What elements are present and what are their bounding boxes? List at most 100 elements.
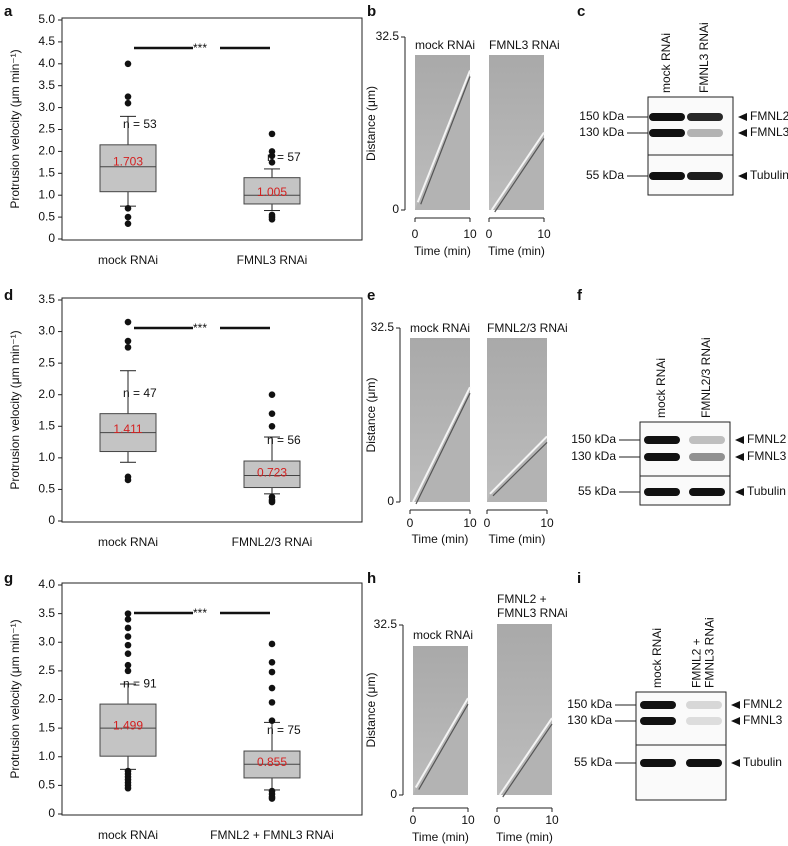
y-tick-label: 0.5 bbox=[38, 209, 55, 223]
box bbox=[243, 177, 301, 205]
protrusion-edge bbox=[498, 717, 553, 796]
band bbox=[649, 129, 685, 137]
band bbox=[640, 717, 676, 725]
band-arrow bbox=[731, 701, 740, 709]
protrusion-region bbox=[497, 718, 552, 795]
outlier bbox=[268, 391, 276, 399]
significance-label: *** bbox=[193, 41, 207, 55]
band-label: FMNL3 bbox=[743, 713, 783, 727]
y-tick-label: 1.0 bbox=[38, 749, 55, 763]
outlier bbox=[268, 422, 276, 430]
y-axis-label: Protrusion velocity (μm min⁻¹) bbox=[8, 49, 22, 208]
band-arrow bbox=[738, 129, 747, 137]
band-arrow bbox=[735, 488, 744, 496]
y-tick-label: 3.0 bbox=[38, 634, 55, 648]
x-axis-label: Time (min) bbox=[414, 244, 471, 258]
y-tick-label: 0 bbox=[387, 494, 394, 508]
y-tick-label: 3.0 bbox=[38, 324, 55, 338]
band bbox=[689, 453, 725, 461]
x-tick-label: 10 bbox=[545, 813, 559, 827]
y-tick-label: 1.0 bbox=[38, 187, 55, 201]
y-tick-label: 32.5 bbox=[374, 617, 398, 631]
x-tick-label: FMNL2 + FMNL3 RNAi bbox=[210, 828, 334, 842]
y-tick-label: 3.5 bbox=[38, 292, 55, 306]
y-tick-label: 4.0 bbox=[38, 56, 55, 70]
x-tick-label: mock RNAi bbox=[98, 535, 158, 549]
lane-label: mock RNAi bbox=[659, 33, 673, 93]
y-tick-label: 1.5 bbox=[38, 720, 55, 734]
lane-title: FMNL3 RNAi bbox=[497, 606, 568, 620]
n-label: n = 56 bbox=[267, 433, 301, 447]
outlier bbox=[268, 159, 276, 166]
outlier bbox=[124, 667, 132, 675]
lane-label: FMNL3 RNAi bbox=[703, 617, 717, 688]
protrusion-edge-shadow bbox=[420, 76, 471, 205]
y-tick-label: 0 bbox=[390, 787, 397, 801]
outlier bbox=[124, 93, 132, 100]
panel-letter: h bbox=[367, 570, 376, 587]
outlier bbox=[268, 684, 276, 692]
y-tick-label: 3.5 bbox=[38, 78, 55, 92]
x-tick-label: 0 bbox=[486, 227, 493, 241]
lane-label: FMNL3 RNAi bbox=[697, 22, 711, 93]
protrusion-region bbox=[489, 132, 544, 210]
lane-title: mock RNAi bbox=[415, 38, 475, 52]
x-tick-label: 10 bbox=[463, 227, 477, 241]
outlier bbox=[124, 476, 132, 484]
x-tick-label: 0 bbox=[484, 516, 491, 530]
outlier bbox=[124, 337, 132, 345]
x-axis-label: Time (min) bbox=[489, 532, 546, 546]
outlier bbox=[124, 213, 132, 221]
band-label: Tubulin bbox=[750, 168, 788, 182]
protrusion-edge-shadow bbox=[494, 138, 545, 213]
panel-letter: f bbox=[577, 287, 583, 304]
outlier bbox=[124, 624, 132, 632]
marker-label: 55 kDa bbox=[578, 484, 616, 498]
band-arrow bbox=[735, 453, 744, 461]
y-tick-label: 0.5 bbox=[38, 482, 55, 496]
band bbox=[689, 488, 725, 496]
band-label: FMNL3 bbox=[750, 125, 788, 139]
band bbox=[687, 172, 723, 180]
y-axis-label: Distance (μm) bbox=[364, 86, 378, 161]
outlier bbox=[124, 60, 132, 68]
outlier bbox=[124, 318, 132, 326]
mean-label: 1.411 bbox=[113, 422, 142, 436]
plot-frame bbox=[61, 17, 363, 241]
band bbox=[644, 488, 680, 496]
x-axis-label: Time (min) bbox=[496, 830, 553, 844]
band bbox=[689, 436, 725, 444]
y-tick-label: 32.5 bbox=[371, 320, 395, 334]
lane-label: mock RNAi bbox=[654, 358, 668, 418]
y-tick-label: 0 bbox=[48, 231, 55, 245]
plot-frame bbox=[61, 582, 363, 816]
box bbox=[99, 703, 157, 757]
outlier bbox=[124, 633, 132, 640]
lane-title: FMNL2 + bbox=[497, 592, 547, 606]
y-tick-label: 2.5 bbox=[38, 355, 55, 369]
protrusion-edge bbox=[489, 435, 548, 495]
box bbox=[99, 144, 157, 193]
outlier bbox=[124, 205, 132, 212]
mean-label: 1.703 bbox=[113, 155, 143, 169]
band bbox=[686, 717, 722, 725]
marker-label: 130 kDa bbox=[579, 125, 624, 139]
protrusion-edge-shadow bbox=[418, 703, 469, 790]
outlier bbox=[124, 616, 132, 623]
panel-letter: b bbox=[367, 3, 376, 20]
outlier bbox=[268, 699, 276, 706]
outlier bbox=[124, 641, 132, 649]
y-tick-label: 2.0 bbox=[38, 387, 55, 401]
x-tick-label: FMNL3 RNAi bbox=[237, 253, 308, 267]
n-label: n = 91 bbox=[123, 676, 157, 690]
protrusion-edge-shadow bbox=[492, 441, 548, 497]
protrusion-region bbox=[410, 387, 470, 502]
lane-label: FMNL2/3 RNAi bbox=[699, 337, 713, 418]
band bbox=[640, 759, 676, 767]
x-tick-label: 0 bbox=[410, 813, 417, 827]
y-tick-label: 1.5 bbox=[38, 418, 55, 432]
panel-letter: d bbox=[4, 287, 13, 304]
panel-letter: i bbox=[577, 570, 581, 587]
band-arrow bbox=[731, 759, 740, 767]
